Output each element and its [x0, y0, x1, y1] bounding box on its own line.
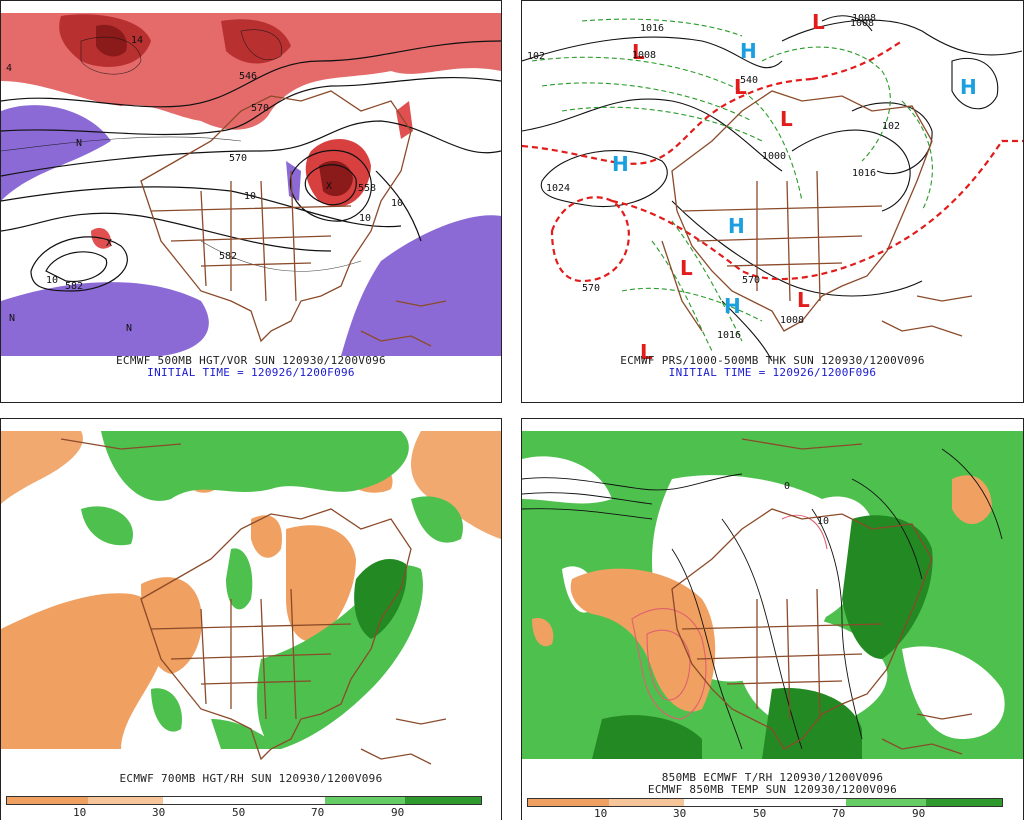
- high-marker: H: [740, 39, 757, 63]
- caption-initial-time: INITIAL TIME = 120926/1200F096: [668, 366, 877, 379]
- caption-prs-thk: ECMWF PRS/1000-500MB THK SUN 120930/1200…: [620, 354, 925, 367]
- vorticity-map: 4 14 546 570 10 582 582 10 558 10 10 570…: [1, 13, 501, 356]
- colorbar-tick: 70: [311, 806, 325, 819]
- low-marker: L: [680, 256, 693, 280]
- low-marker: L: [780, 107, 793, 131]
- svg-text:540: 540: [740, 75, 758, 86]
- low-marker: L: [797, 288, 810, 312]
- coastlines: [671, 438, 973, 755]
- high-marker: H: [724, 294, 741, 318]
- neg-vort-area-south: [1, 282, 209, 356]
- high-marker: H: [612, 152, 629, 176]
- svg-text:1008: 1008: [780, 315, 804, 326]
- rh-colorbar: [527, 798, 1003, 807]
- panel-500mb-hgt-vor: 4 14 546 570 10 582 582 10 558 10 10 570…: [0, 0, 502, 403]
- dry-area-southwest: [1, 593, 165, 749]
- svg-text:10: 10: [359, 213, 371, 224]
- svg-text:1016: 1016: [852, 168, 876, 179]
- svg-text:102: 102: [882, 121, 900, 132]
- svg-text:0: 0: [784, 481, 790, 492]
- svg-text:558: 558: [358, 183, 376, 194]
- high-marker: H: [960, 75, 977, 99]
- panel-prs-thk: H H H H H L L L L L L L 1016 1008 1024 1…: [521, 0, 1024, 403]
- colorbar-tick: 70: [832, 807, 846, 820]
- svg-text:X: X: [326, 181, 332, 192]
- svg-text:N: N: [126, 323, 132, 334]
- pressure-centers: H H H H H L L L L L L L: [612, 10, 977, 364]
- svg-text:14: 14: [131, 35, 143, 46]
- svg-text:N: N: [76, 138, 82, 149]
- panel-850mb-t-rh: 0 10 850MB ECMWF T/RH 120930/1200V096 EC…: [521, 418, 1024, 820]
- svg-text:1016: 1016: [640, 23, 664, 34]
- svg-text:570: 570: [742, 275, 760, 286]
- svg-text:1008: 1008: [852, 13, 876, 24]
- rh-700mb-map: [1, 431, 501, 765]
- caption-850mb-temp: ECMWF 850MB TEMP SUN 120930/1200V096: [647, 783, 898, 796]
- svg-text:1008: 1008: [850, 18, 874, 29]
- svg-text:546: 546: [239, 71, 257, 82]
- svg-text:1016: 1016: [717, 330, 741, 341]
- contour-label-group: 0 10: [784, 481, 829, 527]
- thickness-green: [531, 18, 933, 352]
- colorbar-tick: 10: [73, 806, 87, 819]
- pressure-thickness-map: H H H H H L L L L L L L 1016 1008 1024 1…: [522, 10, 1023, 364]
- caption-initial-time: INITIAL TIME = 120926/1200F096: [147, 366, 355, 379]
- very-moist-area: [842, 515, 933, 659]
- contour-label-group: 4 14 546 570 10 582 582 10 558 10 10 570…: [6, 35, 403, 334]
- moist-area-north: [101, 431, 409, 501]
- thickness-red: [522, 40, 1023, 283]
- colorbar-tick: 50: [753, 807, 767, 820]
- svg-text:X: X: [106, 238, 112, 249]
- low-marker: L: [734, 75, 747, 99]
- colorbar-tick: 50: [232, 806, 246, 819]
- colorbar-tick: 30: [673, 807, 687, 820]
- colorbar-tick: 90: [391, 806, 405, 819]
- neg-vort-area-west: [1, 105, 111, 201]
- low-marker: L: [640, 340, 653, 364]
- svg-text:4: 4: [6, 63, 12, 74]
- pressure-label-group: 1016 1008 1024 1008 1016 1000 1008 102 1…: [527, 13, 900, 341]
- neg-vort-area-atlantic: [341, 215, 501, 356]
- colorbar-tick: 90: [912, 807, 926, 820]
- svg-text:N: N: [9, 313, 15, 324]
- coastlines: [140, 90, 447, 347]
- isobars: [522, 15, 1023, 362]
- svg-text:582: 582: [219, 251, 237, 262]
- svg-text:10: 10: [817, 516, 829, 527]
- svg-text:570: 570: [582, 283, 600, 294]
- coastlines: [661, 90, 973, 337]
- svg-text:10: 10: [244, 191, 256, 202]
- svg-text:570: 570: [229, 153, 247, 164]
- svg-text:582: 582: [65, 281, 83, 292]
- panel-700mb-hgt-rh: ECMWF 700MB HGT/RH SUN 120930/1200V096 1…: [0, 418, 502, 820]
- caption-700mb: ECMWF 700MB HGT/RH SUN 120930/1200V096: [119, 772, 383, 785]
- colorbar-tick: 10: [594, 807, 608, 820]
- caption-850mb-rh: 850MB ECMWF T/RH 120930/1200V096: [661, 771, 884, 784]
- coastlines: [60, 438, 447, 765]
- high-marker: H: [728, 214, 745, 238]
- svg-text:10: 10: [46, 275, 58, 286]
- svg-text:10: 10: [391, 198, 403, 209]
- svg-text:1008: 1008: [632, 50, 656, 61]
- caption-500mb: ECMWF 500MB HGT/VOR SUN 120930/1200V096: [116, 354, 386, 367]
- svg-text:1024: 1024: [546, 183, 570, 194]
- low-marker: L: [632, 40, 645, 64]
- svg-text:570: 570: [251, 103, 269, 114]
- svg-text:1000: 1000: [762, 151, 786, 162]
- dry-area-southwest: [570, 568, 716, 712]
- rh-colorbar: [6, 796, 482, 805]
- rh-850mb-map: 0 10: [522, 431, 1023, 759]
- colorbar-tick: 30: [152, 806, 166, 819]
- low-marker: L: [812, 10, 825, 34]
- svg-text:102: 102: [527, 51, 545, 62]
